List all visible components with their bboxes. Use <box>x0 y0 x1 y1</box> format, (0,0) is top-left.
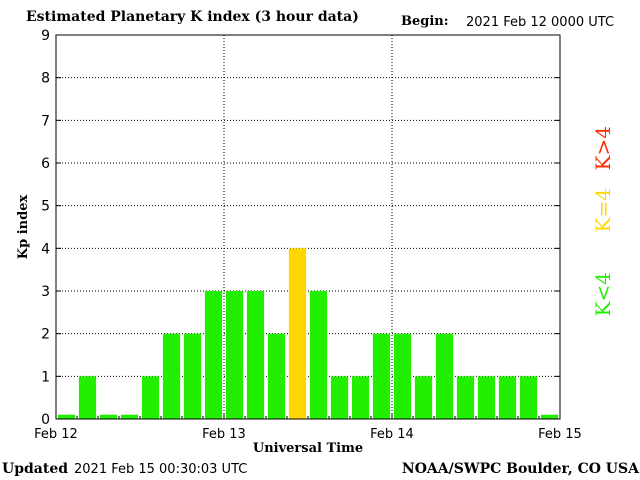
y-tick-label: 8 <box>41 71 50 87</box>
y-tick-label: 9 <box>41 28 50 44</box>
y-axis-label: Kp index <box>16 195 31 260</box>
kp-bar <box>351 376 370 419</box>
y-tick-label: 5 <box>41 199 50 215</box>
x-tick-label: Feb 12 <box>34 427 78 442</box>
chart-grid <box>56 35 560 419</box>
kp-bar <box>330 376 349 419</box>
x-tick-label: Feb 15 <box>538 427 582 442</box>
updated-timestamp: 2021 Feb 15 00:30:03 UTC <box>74 462 248 477</box>
kp-bar <box>99 414 118 419</box>
kp-bar <box>393 333 412 419</box>
kp-bar <box>309 291 328 419</box>
x-tick-label: Feb 13 <box>202 427 246 442</box>
y-tick-label: 2 <box>41 327 50 343</box>
kp-bar <box>477 376 496 419</box>
chart-axes <box>55 34 561 420</box>
kp-bar <box>162 333 181 419</box>
y-tick-label: 0 <box>41 412 50 428</box>
kp-bar <box>225 291 244 419</box>
chart-tick-labels: 0 1 2 3 4 5 6 7 8 9 Feb 12 Feb 13 Feb 14 Feb 15 <box>34 28 582 442</box>
y-tick-label: 7 <box>41 113 50 129</box>
legend-above4: K>4 <box>591 126 615 171</box>
updated-label: Updated <box>2 461 69 477</box>
kp-bar <box>141 376 160 419</box>
credit-text: NOAA/SWPC Boulder, CO USA <box>401 461 639 477</box>
chart-title: Estimated Planetary K index (3 hour data… <box>26 9 359 25</box>
legend-equal4: K=4 <box>591 188 615 233</box>
legend-below4: K<4 <box>591 272 615 317</box>
x-tick-label: Feb 14 <box>370 427 414 442</box>
kp-bar <box>120 414 139 419</box>
y-tick-label: 4 <box>41 241 50 257</box>
x-axis-label: Universal Time <box>253 441 363 456</box>
begin-label: Begin: <box>401 14 449 29</box>
kp-bar <box>435 333 454 419</box>
y-tick-label: 6 <box>41 156 50 172</box>
kp-bar <box>246 291 265 419</box>
kp-bar <box>540 414 559 419</box>
kp-bar <box>78 376 97 419</box>
kp-bar <box>288 248 307 419</box>
plot-frame <box>55 34 561 420</box>
kp-bar <box>498 376 517 419</box>
kp-bar <box>183 333 202 419</box>
chart-bars <box>57 248 559 419</box>
y-tick-label: 3 <box>41 284 50 300</box>
kp-bar <box>414 376 433 419</box>
begin-value: 2021 Feb 12 0000 UTC <box>466 15 615 30</box>
kp-bar <box>57 414 76 419</box>
kp-bar <box>456 376 475 419</box>
kp-bar <box>204 291 223 419</box>
kp-bar <box>372 333 391 419</box>
y-tick-label: 1 <box>41 369 50 385</box>
kp-bar <box>519 376 538 419</box>
kp-bar <box>267 333 286 419</box>
